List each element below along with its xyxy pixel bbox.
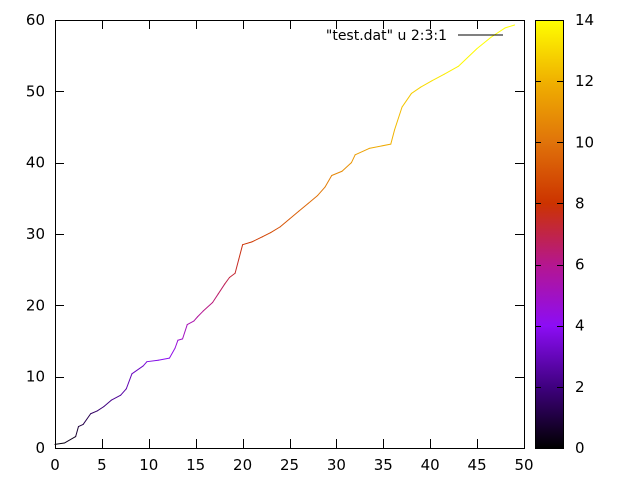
series-segment <box>251 236 263 243</box>
series-segment <box>90 410 98 415</box>
series-segment <box>103 399 112 408</box>
x-tick-label: 25 <box>280 456 299 474</box>
series-segment <box>279 218 290 228</box>
colorbar-frame <box>535 20 564 449</box>
series-segment <box>401 92 412 108</box>
series-segment <box>341 162 352 172</box>
series-segment <box>182 324 188 340</box>
y-tick-label: 0 <box>35 439 45 457</box>
series-segment <box>354 147 370 156</box>
series-segment <box>212 293 219 303</box>
legend: "test.dat" u 2:3:1 <box>326 28 503 44</box>
x-tick-label: 50 <box>514 456 533 474</box>
x-tick-label: 45 <box>468 456 487 474</box>
y-tick-label: 10 <box>26 368 45 386</box>
y-tick-label: 20 <box>26 296 45 314</box>
series-segment <box>317 186 326 196</box>
colorbar: 0 2 4 6 8 10 12 14 <box>535 11 594 457</box>
x-tick-label: 30 <box>327 456 346 474</box>
series-segment <box>224 277 230 285</box>
series-segment <box>110 394 122 401</box>
x-tick-label: 0 <box>50 456 60 474</box>
data-series <box>54 24 516 445</box>
series-segment <box>270 226 281 234</box>
series-segment <box>350 154 356 164</box>
x-tick-label: 20 <box>233 456 252 474</box>
series-segment <box>242 241 253 246</box>
colorbar-tick-label: 8 <box>575 194 585 212</box>
colorbar-tick-label: 4 <box>575 317 585 335</box>
x-tick-label: 35 <box>374 456 393 474</box>
series-segment <box>261 232 272 238</box>
series-segment <box>186 320 195 326</box>
series-segment <box>238 244 244 260</box>
x-tick-label: 15 <box>186 456 205 474</box>
series-segment <box>217 283 226 295</box>
series-segment <box>228 272 236 279</box>
series-segment <box>193 316 199 322</box>
series-segment <box>443 65 459 75</box>
x-tick-label: 40 <box>421 456 440 474</box>
series-segment <box>331 170 343 177</box>
series-segment <box>146 359 159 363</box>
axis-ticks: 0 5 10 15 20 25 30 35 40 45 50 0 10 20 30 40 50 60 <box>26 11 534 474</box>
plot-frame <box>55 20 525 449</box>
colorbar-tick-label: 0 <box>575 439 585 457</box>
series-segment <box>82 413 92 425</box>
y-tick-label: 50 <box>26 82 45 100</box>
series-segment <box>174 339 179 349</box>
series-segment <box>197 310 204 318</box>
series-segment <box>324 175 333 188</box>
series-segment <box>307 194 319 204</box>
x-tick-label: 10 <box>139 456 158 474</box>
series-segment <box>420 80 433 88</box>
series-segment <box>54 442 65 445</box>
series-segment <box>75 426 79 438</box>
colorbar-tick-label: 14 <box>575 11 594 29</box>
series-segment <box>63 436 77 444</box>
series-segment <box>142 361 148 367</box>
series-segment <box>157 357 170 361</box>
series-segment <box>202 301 214 312</box>
series-segment <box>120 388 127 396</box>
series-segment <box>431 73 445 82</box>
colorbar-tick-label: 2 <box>575 378 585 396</box>
series-segment <box>234 258 240 274</box>
series-segment <box>96 406 105 412</box>
y-tick-label: 60 <box>26 11 45 29</box>
series-segment <box>131 365 144 375</box>
series-segment <box>77 423 84 428</box>
series-segment <box>125 373 133 390</box>
x-tick-label: 5 <box>97 456 107 474</box>
series-segment <box>298 202 309 212</box>
series-segment <box>168 347 176 359</box>
series-segment <box>457 48 478 67</box>
legend-label: "test.dat" u 2:3:1 <box>326 28 447 44</box>
colorbar-tick-label: 6 <box>575 256 585 274</box>
series-segment <box>368 143 392 149</box>
series-segment <box>390 129 396 145</box>
colorbar-tick-label: 10 <box>575 133 594 151</box>
series-segment <box>177 338 184 341</box>
series-segment <box>289 210 300 220</box>
series-segment <box>476 36 492 50</box>
series-segment <box>490 27 506 38</box>
series-segment <box>394 106 403 131</box>
colorbar-tick-label: 12 <box>575 72 594 90</box>
colorbar-gradient <box>535 20 563 448</box>
y-tick-label: 30 <box>26 225 45 243</box>
series-segment <box>504 24 516 29</box>
y-tick-label: 40 <box>26 154 45 172</box>
series-segment <box>410 86 422 94</box>
